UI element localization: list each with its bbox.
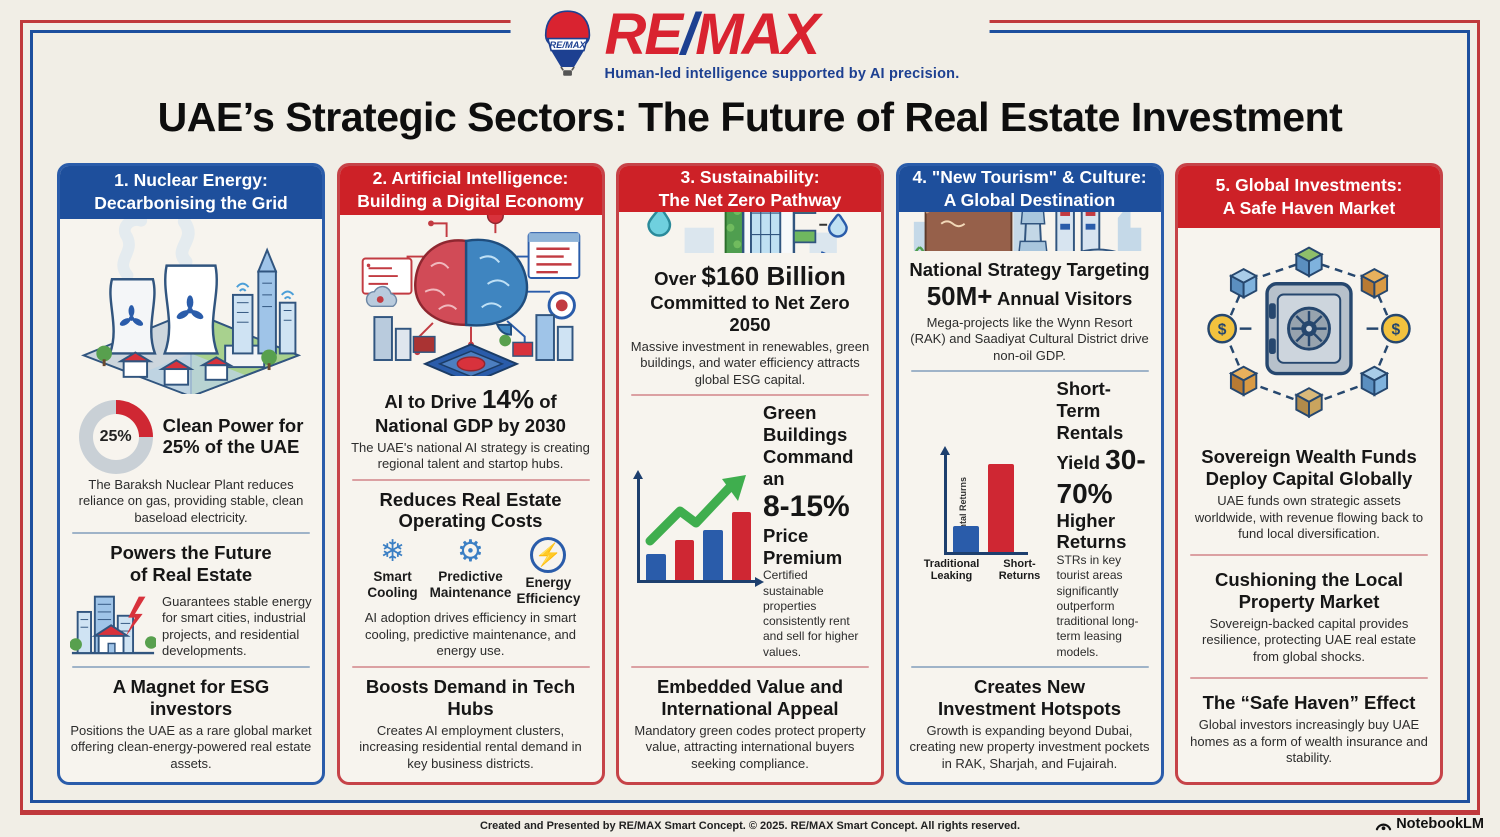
bar-label-short-term: Short- Returns bbox=[998, 558, 1041, 583]
section-operating-costs: Reduces Real Estate Operating Costs ❄ Sma… bbox=[340, 485, 602, 662]
section-tech-hubs: Boosts Demand in Tech Hubs Creates AI em… bbox=[359, 675, 582, 771]
investments-illustration: $ $ bbox=[1178, 228, 1440, 433]
divider bbox=[1190, 553, 1428, 556]
divider bbox=[351, 665, 590, 668]
section-powers-future: Powers the Future of Real Estate bbox=[60, 538, 322, 661]
bar-label-traditional: Traditional Leaking bbox=[923, 558, 980, 583]
card-investments-header: 5. Global Investments: A Safe Haven Mark… bbox=[1178, 166, 1440, 228]
rental-returns-bar-chart: Rental Returns bbox=[939, 446, 1028, 556]
ai-brain-circuits-icon bbox=[361, 214, 580, 377]
sustainability-illustration: Water Efficiency Water Efficiency bbox=[619, 212, 881, 254]
divider bbox=[631, 665, 869, 668]
divider bbox=[910, 665, 1149, 668]
card-global-investments: 5. Global Investments: A Safe Haven Mark… bbox=[1175, 163, 1443, 785]
notebooklm-icon bbox=[1376, 823, 1392, 830]
section-ai-gdp: AI to Drive 14% of National GDP by 2030 T… bbox=[351, 384, 590, 472]
section-clean-power: 25% Clean Power for 25% of the UAE The Ba… bbox=[60, 398, 322, 529]
vault-network-cubes-icon: $ $ bbox=[1207, 246, 1411, 419]
divider bbox=[631, 394, 869, 397]
remax-logo-block: RE/MAX RE/MAX Human-led intelligence sup… bbox=[510, 2, 990, 84]
brand-tagline: Human-led intelligence supported by AI p… bbox=[604, 66, 960, 82]
section-embedded-value: Embedded Value and International Appeal M… bbox=[634, 675, 866, 771]
city-buildings-lightning-icon bbox=[70, 595, 156, 655]
ai-illustration bbox=[340, 214, 602, 377]
card-nuclear-energy: 1. Nuclear Energy: Decarbonising the Gri… bbox=[57, 163, 325, 785]
card-sustainability-header: 3. Sustainability: The Net Zero Pathway bbox=[619, 166, 881, 213]
card-artificial-intelligence: 2. Artificial Intelligence: Building a D… bbox=[336, 163, 605, 785]
donut-chart-25pct: 25% bbox=[78, 399, 153, 474]
nuclear-illustration bbox=[60, 218, 322, 394]
energy-bolt-icon: ⚡ bbox=[530, 537, 567, 574]
energy-efficiency-item: ⚡ Energy Efficiency bbox=[511, 537, 585, 606]
divider bbox=[351, 478, 590, 481]
green-building-solar-icon bbox=[647, 212, 848, 254]
card-ai-header: 2. Artificial Intelligence: Building a D… bbox=[339, 166, 602, 215]
section-investment-hotspots: Creates New Investment Hotspots Growth is… bbox=[909, 675, 1150, 771]
card-nuclear-header: 1. Nuclear Energy: Decarbonising the Gri… bbox=[60, 166, 322, 219]
page-title: UAE’s Strategic Sectors: The Future of R… bbox=[157, 94, 1343, 140]
nuclear-plant-city-icon bbox=[80, 218, 302, 394]
tourism-illustration bbox=[899, 212, 1161, 251]
green-premium-bar-chart bbox=[633, 469, 764, 587]
section-cushioning-market: Cushioning the Local Property Market Sove… bbox=[1202, 569, 1416, 664]
card-new-tourism: 4. "New Tourism" & Culture: A Global Des… bbox=[895, 163, 1164, 785]
section-green-premium: Green Buildings Command an 8-15% Price Prem… bbox=[619, 400, 881, 662]
dubai-skyline-tourists-icon bbox=[913, 212, 1141, 251]
svg-text:$: $ bbox=[1392, 321, 1401, 338]
notebooklm-badge: NotebookLM bbox=[1375, 816, 1484, 832]
smart-cooling-item: ❄ Smart Cooling bbox=[356, 537, 430, 606]
divider bbox=[72, 665, 310, 668]
remax-balloon-icon: RE/MAX bbox=[544, 10, 591, 76]
section-esg-magnet: A Magnet for ESG investors Positions the… bbox=[70, 675, 312, 771]
section-safe-haven: The “Safe Haven” Effect Global investors… bbox=[1190, 692, 1428, 766]
divider bbox=[72, 532, 310, 535]
section-str-returns: Rental Returns Traditional Leaking Short-… bbox=[899, 376, 1161, 662]
footer-credit: Created and Presented by RE/MAX Smart Co… bbox=[479, 820, 1021, 832]
section-net-zero: Over $160 Billion Committed to Net Zero 2… bbox=[630, 261, 870, 387]
card-tourism-header: 4. "New Tourism" & Culture: A Global Des… bbox=[898, 166, 1161, 213]
svg-text:$: $ bbox=[1218, 321, 1227, 338]
balloon-wordmark: RE/MAX bbox=[549, 40, 586, 50]
predictive-maintenance-item: ⚙ Predictive Maintenance bbox=[429, 535, 512, 600]
divider bbox=[910, 370, 1149, 372]
green-premium-text: Green Buildings Command an 8-15% Price Prem… bbox=[763, 402, 859, 659]
card-sustainability: 3. Sustainability: The Net Zero Pathway bbox=[616, 163, 884, 785]
snowflake-icon: ❄ bbox=[379, 535, 406, 569]
remax-wordmark: RE/MAX bbox=[604, 2, 821, 67]
section-sovereign-funds: Sovereign Wealth Funds Deploy Capital Glo… bbox=[1194, 446, 1424, 542]
section-50m-visitors: National Strategy Targeting 50M+ Annual V… bbox=[909, 259, 1150, 363]
sector-cards: 1. Nuclear Energy: Decarbonising the Gri… bbox=[57, 163, 1443, 785]
str-returns-text: Short-Term Rentals Yield 30-70% Higher Ret… bbox=[1056, 378, 1146, 659]
divider bbox=[1190, 676, 1428, 679]
gear-icon: ⚙ bbox=[457, 535, 484, 569]
